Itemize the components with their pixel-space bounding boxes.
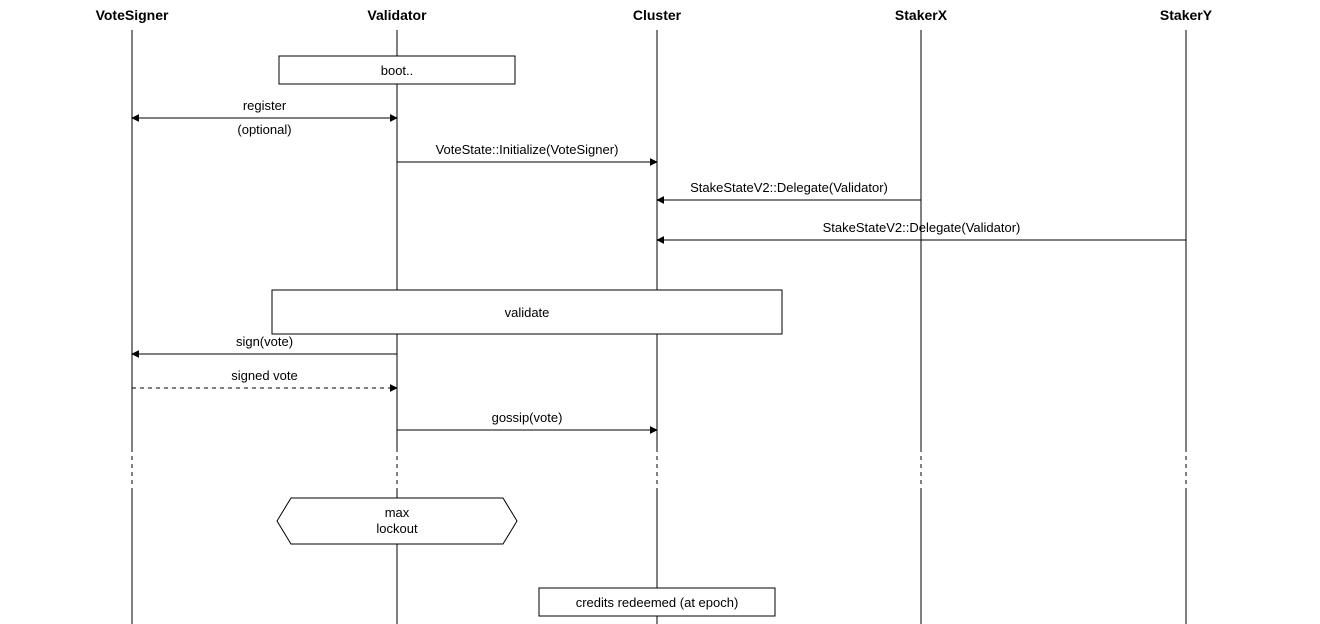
note-boot-label: boot.. (381, 63, 414, 78)
message-label-3: StakeStateV2::Delegate(Validator) (690, 180, 888, 195)
message-label-7: gossip(vote) (492, 410, 563, 425)
message-label-1: (optional) (237, 122, 291, 137)
participant-stakery: StakerY (1160, 7, 1213, 23)
participant-validator: Validator (367, 7, 427, 23)
participant-votesigner: VoteSigner (96, 7, 169, 23)
note-lockout-line2: lockout (376, 521, 418, 536)
participant-cluster: Cluster (633, 7, 682, 23)
note-lockout-line1: max (385, 505, 410, 520)
participant-stakerx: StakerX (895, 7, 948, 23)
message-label-6: signed vote (231, 368, 298, 383)
message-label-2: VoteState::Initialize(VoteSigner) (436, 142, 619, 157)
note-credits-label: credits redeemed (at epoch) (576, 595, 739, 610)
note-validate-label: validate (505, 305, 550, 320)
message-label-4: StakeStateV2::Delegate(Validator) (823, 220, 1021, 235)
message-label-5: sign(vote) (236, 334, 293, 349)
message-label-0: register (243, 98, 287, 113)
